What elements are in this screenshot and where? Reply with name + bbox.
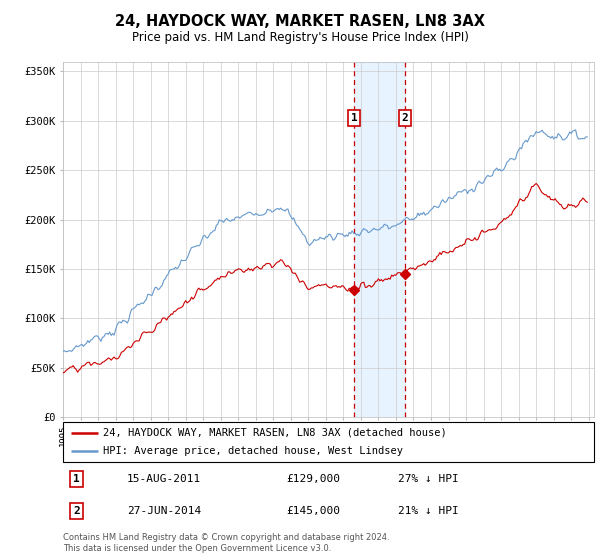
Text: £145,000: £145,000 <box>286 506 340 516</box>
Text: £129,000: £129,000 <box>286 474 340 484</box>
Text: 1: 1 <box>351 113 358 123</box>
Text: 27-JUN-2014: 27-JUN-2014 <box>127 506 201 516</box>
Text: 24, HAYDOCK WAY, MARKET RASEN, LN8 3AX: 24, HAYDOCK WAY, MARKET RASEN, LN8 3AX <box>115 14 485 29</box>
Text: 2: 2 <box>73 506 80 516</box>
Text: 2: 2 <box>401 113 408 123</box>
Text: 27% ↓ HPI: 27% ↓ HPI <box>398 474 458 484</box>
Text: 1: 1 <box>73 474 80 484</box>
Text: 15-AUG-2011: 15-AUG-2011 <box>127 474 201 484</box>
Bar <box>354 62 404 417</box>
Text: Contains HM Land Registry data © Crown copyright and database right 2024.
This d: Contains HM Land Registry data © Crown c… <box>63 533 389 553</box>
Text: Price paid vs. HM Land Registry's House Price Index (HPI): Price paid vs. HM Land Registry's House … <box>131 31 469 44</box>
Text: HPI: Average price, detached house, West Lindsey: HPI: Average price, detached house, West… <box>103 446 403 456</box>
Text: 24, HAYDOCK WAY, MARKET RASEN, LN8 3AX (detached house): 24, HAYDOCK WAY, MARKET RASEN, LN8 3AX (… <box>103 428 446 437</box>
Text: 21% ↓ HPI: 21% ↓ HPI <box>398 506 458 516</box>
